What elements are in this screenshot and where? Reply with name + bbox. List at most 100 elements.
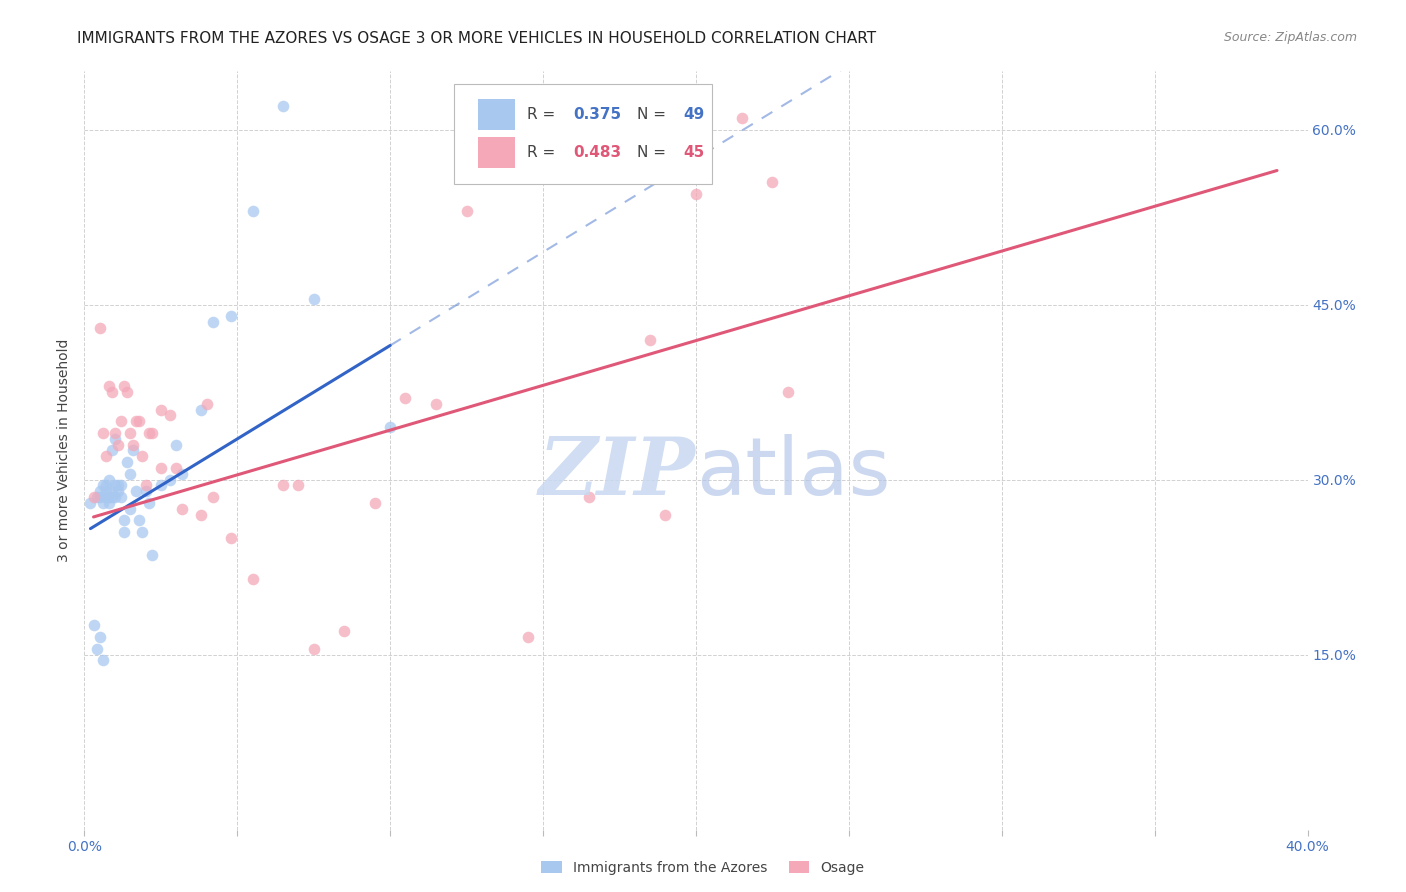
Point	[101, 490, 124, 504]
Point	[101, 443, 124, 458]
Point	[125, 414, 148, 428]
FancyBboxPatch shape	[478, 137, 515, 168]
Text: R =: R =	[527, 145, 560, 160]
Text: N =: N =	[637, 107, 671, 122]
Point	[94, 490, 117, 504]
Point	[79, 496, 101, 510]
Point	[104, 478, 127, 492]
Point	[86, 490, 108, 504]
Point	[271, 478, 294, 492]
Point	[94, 478, 117, 492]
Point	[112, 513, 135, 527]
Text: 49: 49	[683, 107, 704, 122]
Point	[125, 484, 148, 499]
Point	[128, 513, 150, 527]
Text: 45: 45	[683, 145, 704, 160]
Point	[364, 496, 387, 510]
Point	[94, 450, 117, 464]
Point	[110, 478, 132, 492]
Point	[104, 490, 127, 504]
Point	[91, 653, 114, 667]
Point	[271, 99, 294, 113]
Text: N =: N =	[637, 145, 671, 160]
Point	[654, 508, 676, 522]
Text: R =: R =	[527, 107, 560, 122]
Point	[731, 111, 754, 125]
Point	[89, 484, 111, 499]
Point	[128, 414, 150, 428]
Point	[97, 473, 120, 487]
Text: Source: ZipAtlas.com: Source: ZipAtlas.com	[1223, 31, 1357, 45]
Point	[115, 455, 138, 469]
FancyBboxPatch shape	[454, 84, 711, 184]
Point	[112, 525, 135, 540]
Point	[219, 531, 242, 545]
Point	[97, 496, 120, 510]
Point	[201, 315, 224, 329]
Text: ZIP: ZIP	[538, 434, 696, 512]
Point	[83, 618, 105, 632]
Point	[122, 443, 145, 458]
Point	[302, 292, 325, 306]
Point	[91, 425, 114, 440]
Text: 0.375: 0.375	[574, 107, 621, 122]
Point	[89, 321, 111, 335]
Point	[333, 624, 356, 639]
Point	[172, 501, 194, 516]
Point	[302, 641, 325, 656]
Point	[149, 402, 172, 417]
Point	[89, 490, 111, 504]
Point	[638, 333, 661, 347]
Point	[104, 432, 127, 446]
Point	[86, 641, 108, 656]
Point	[112, 379, 135, 393]
Point	[110, 414, 132, 428]
Point	[141, 425, 163, 440]
Point	[138, 496, 160, 510]
Point	[172, 467, 194, 481]
Point	[91, 496, 114, 510]
Point	[135, 478, 157, 492]
Text: atlas: atlas	[696, 434, 890, 512]
Point	[195, 397, 218, 411]
Point	[776, 385, 799, 400]
Text: 0.483: 0.483	[574, 145, 621, 160]
Point	[190, 508, 212, 522]
Point	[107, 437, 129, 451]
Point	[97, 490, 120, 504]
Point	[394, 391, 416, 405]
Point	[165, 461, 187, 475]
Point	[165, 437, 187, 451]
Point	[516, 630, 538, 644]
Point	[83, 490, 105, 504]
Point	[141, 549, 163, 563]
Point	[104, 425, 127, 440]
Point	[380, 420, 402, 434]
Point	[115, 385, 138, 400]
Point	[97, 379, 120, 393]
Point	[120, 425, 142, 440]
Point	[761, 175, 783, 189]
Point	[201, 490, 224, 504]
Point	[159, 409, 181, 423]
Point	[91, 478, 114, 492]
FancyBboxPatch shape	[478, 99, 515, 129]
Point	[578, 490, 600, 504]
Point	[287, 478, 309, 492]
Point	[219, 310, 242, 324]
Point	[242, 572, 264, 586]
Legend: Immigrants from the Azores, Osage: Immigrants from the Azores, Osage	[536, 855, 870, 880]
Point	[107, 484, 129, 499]
Point	[685, 186, 707, 201]
Point	[94, 484, 117, 499]
Point	[135, 484, 157, 499]
Text: IMMIGRANTS FROM THE AZORES VS OSAGE 3 OR MORE VEHICLES IN HOUSEHOLD CORRELATION : IMMIGRANTS FROM THE AZORES VS OSAGE 3 OR…	[77, 31, 876, 46]
Point	[89, 630, 111, 644]
Point	[425, 397, 447, 411]
Point	[149, 478, 172, 492]
Point	[456, 204, 478, 219]
Point	[131, 525, 153, 540]
Y-axis label: 3 or more Vehicles in Household: 3 or more Vehicles in Household	[58, 339, 72, 562]
Point	[159, 473, 181, 487]
Point	[101, 484, 124, 499]
